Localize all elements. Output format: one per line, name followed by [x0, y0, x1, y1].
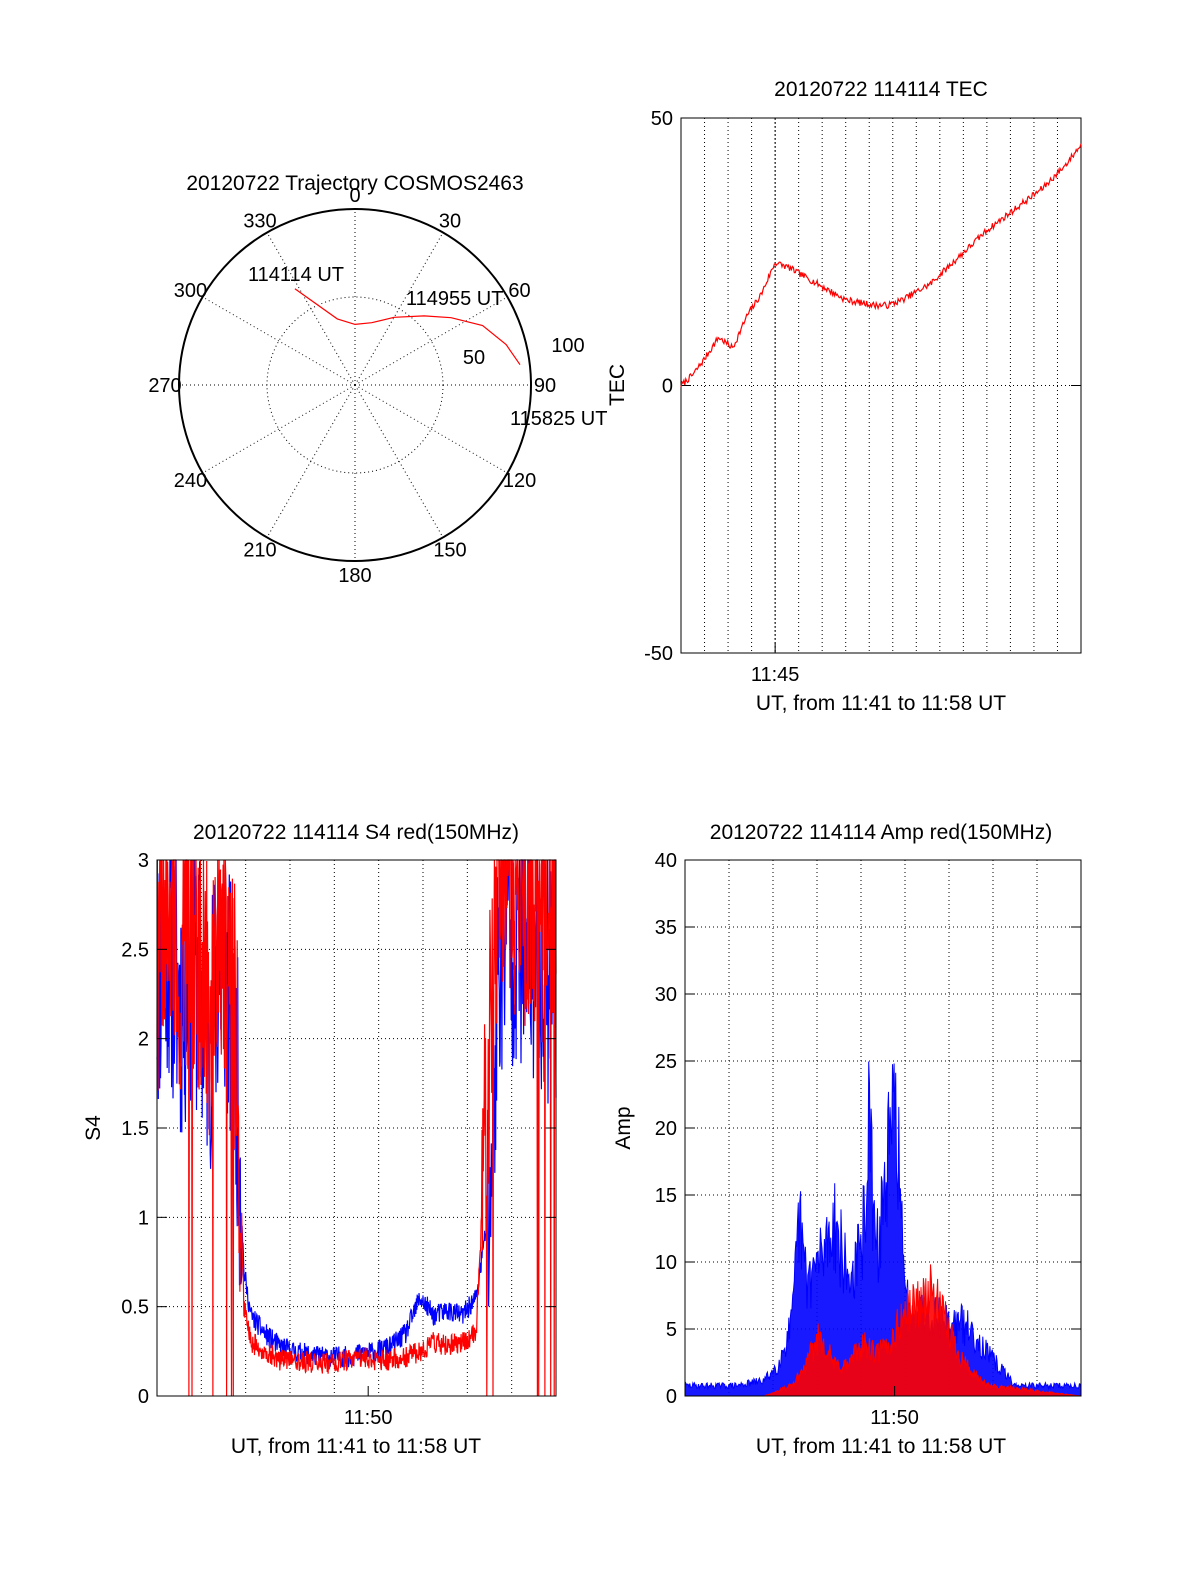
trajectory-label-mid: 114955 UT — [406, 288, 503, 310]
polar-angle-label: 210 — [243, 540, 276, 562]
polar-angle-label: 150 — [433, 540, 466, 562]
polar-angle-label: 300 — [174, 280, 207, 302]
polar-spoke — [354, 232, 444, 386]
s4-y-ticks: 3 2.5 2 1.5 1 0.5 0 — [121, 850, 556, 1408]
polar-spoke — [266, 384, 356, 538]
trajectory-line — [294, 288, 521, 366]
polar-angle-label: 270 — [148, 375, 181, 397]
amp-xlabel: UT, from 11:41 to 11:58 UT — [756, 1435, 1006, 1458]
polar-spoke — [354, 296, 508, 386]
amp-plot: 20120722 114114 Amp red(150MHz) 40 35 30 25… — [612, 821, 1082, 1458]
s4-xlabel: UT, from 11:41 to 11:58 UT — [231, 1435, 481, 1458]
polar-trajectory-plot: 20120722 Trajectory COSMOS2463 0 30 60 90 12… — [148, 172, 607, 587]
y-tick-label: 50 — [651, 108, 673, 130]
polar-angle-label: 60 — [508, 280, 530, 302]
polar-angle-label: 330 — [243, 210, 276, 232]
y-tick-label: -50 — [644, 643, 673, 665]
polar-angle-label: 180 — [338, 565, 371, 587]
s4-ylabel: S4 — [82, 1115, 105, 1141]
y-tick-label: 0.5 — [121, 1297, 149, 1319]
y-tick-label: 2.5 — [121, 939, 149, 961]
tec-grid — [681, 118, 1081, 653]
polar-angle-labels: 0 30 60 90 120 150 180 210 240 270 300 330 — [148, 185, 556, 587]
polar-radius-label-50: 50 — [463, 347, 485, 369]
polar-angle-label: 30 — [439, 210, 461, 232]
polar-angle-label: 240 — [174, 470, 207, 492]
y-tick-label: 0 — [666, 1386, 677, 1408]
tec-y-ticks: 50 0 -50 — [644, 108, 1081, 665]
y-tick-label: 35 — [655, 917, 677, 939]
x-tick-label: 11:45 — [751, 664, 800, 686]
polar-spokes — [179, 209, 531, 561]
y-tick-label: 15 — [655, 1185, 677, 1207]
y-tick-label: 25 — [655, 1051, 677, 1073]
polar-spoke — [354, 384, 444, 538]
polar-spoke — [266, 232, 356, 386]
y-tick-label: 30 — [655, 984, 677, 1006]
tec-series-line — [680, 143, 1082, 388]
y-tick-label: 3 — [138, 850, 149, 872]
tec-xlabel: UT, from 11:41 to 11:58 UT — [756, 692, 1006, 715]
amp-y-ticks: 40 35 30 25 20 15 10 5 0 — [655, 850, 1081, 1408]
trajectory-label-start: 114114 UT — [248, 264, 344, 286]
polar-angle-label: 0 — [349, 185, 360, 207]
tec-title: 20120722 114114 TEC — [774, 78, 988, 101]
amp-x-ticks: 11:50 — [870, 1386, 919, 1429]
polar-title: 20120722 Trajectory COSMOS2463 — [186, 172, 523, 195]
y-tick-label: 40 — [655, 850, 677, 872]
tec-x-ticks: 11:45 — [751, 643, 800, 686]
polar-spoke — [202, 296, 356, 386]
amp-title: 20120722 114114 Amp red(150MHz) — [710, 821, 1052, 844]
s4-series-red — [156, 859, 557, 1397]
tec-plot: 20120722 114114 TEC 50 0 -50 11:45 UT, fro… — [606, 78, 1082, 715]
y-tick-label: 0 — [138, 1386, 149, 1408]
x-tick-label: 11:50 — [344, 1407, 393, 1429]
polar-angle-label: 120 — [503, 470, 536, 492]
y-tick-label: 2 — [138, 1029, 149, 1051]
trajectory-label-end: 115825 UT — [510, 408, 607, 430]
polar-spoke — [202, 384, 356, 474]
polar-outer-circle — [178, 208, 532, 562]
s4-plot: 20120722 114114 S4 red(150MHz) 3 2.5 2 1.5 1… — [82, 821, 557, 1458]
y-tick-label: 1.5 — [121, 1118, 149, 1140]
y-tick-label: 1 — [138, 1207, 149, 1229]
y-tick-label: 20 — [655, 1118, 677, 1140]
polar-spoke — [354, 384, 508, 474]
amp-series-blue — [684, 1061, 1082, 1397]
polar-angle-label: 90 — [534, 375, 556, 397]
y-tick-label: 10 — [655, 1252, 677, 1274]
amp-grid — [685, 860, 1081, 1396]
amp-ylabel: Amp — [612, 1106, 635, 1149]
x-tick-label: 11:50 — [870, 1407, 919, 1429]
y-tick-label: 0 — [662, 376, 673, 398]
s4-title: 20120722 114114 S4 red(150MHz) — [193, 821, 519, 844]
tec-ylabel: TEC — [606, 364, 629, 406]
y-tick-label: 5 — [666, 1319, 677, 1341]
polar-radius-label-100: 100 — [551, 335, 584, 357]
s4-x-ticks: 11:50 — [344, 1386, 393, 1429]
